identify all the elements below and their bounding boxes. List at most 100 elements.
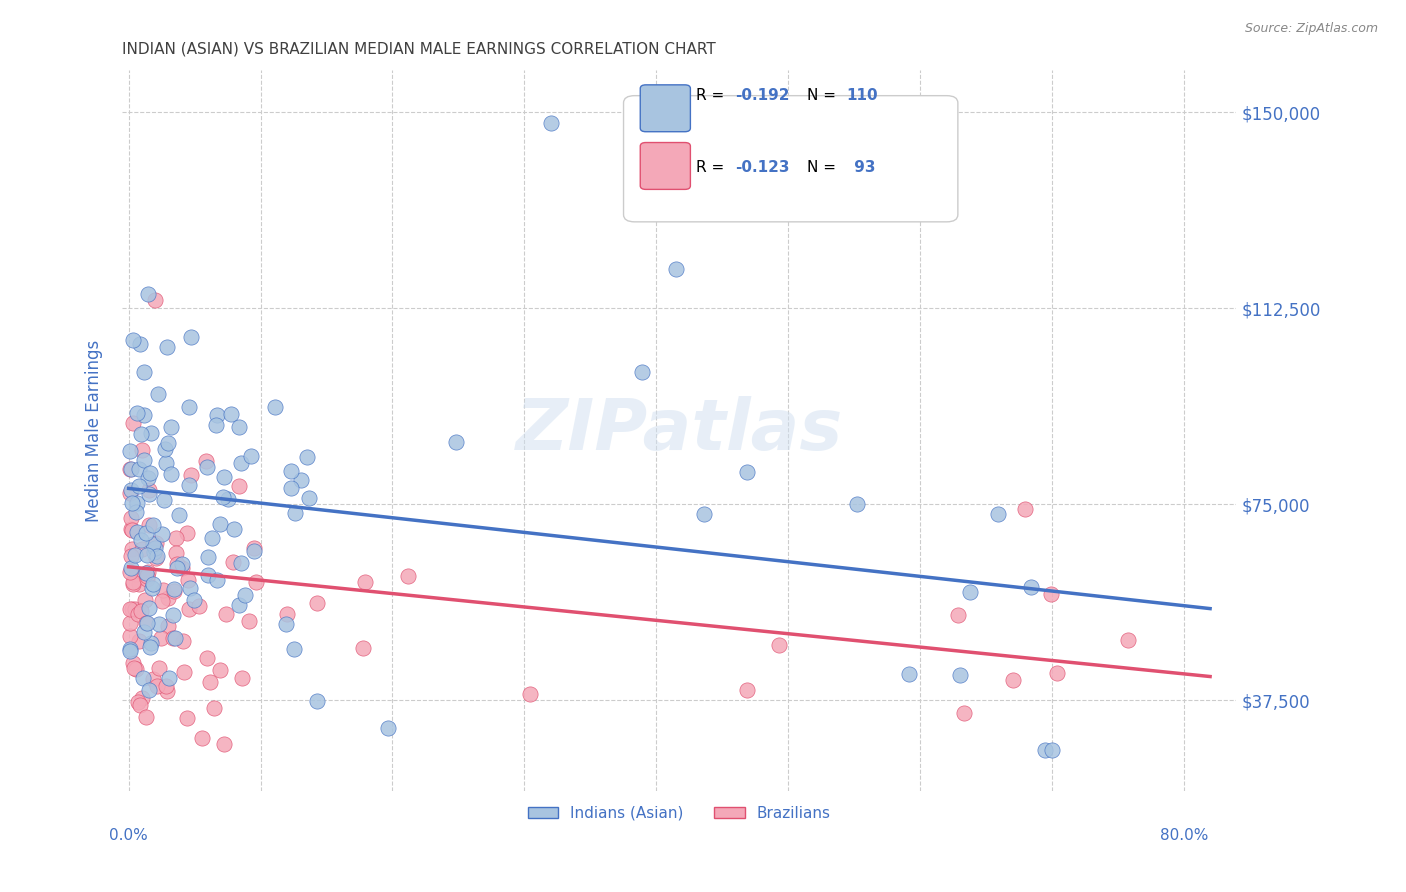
Point	[136, 569, 159, 583]
Point	[155, 341, 177, 355]
Point	[987, 507, 1010, 521]
Point	[305, 694, 328, 708]
Point	[172, 634, 194, 648]
Point	[141, 581, 163, 595]
Point	[134, 592, 156, 607]
Point	[1014, 502, 1036, 516]
Point	[188, 599, 211, 613]
Point	[217, 491, 239, 506]
Point	[155, 456, 177, 470]
Point	[138, 487, 160, 501]
Point	[298, 491, 321, 505]
Point	[264, 400, 287, 414]
Text: N =: N =	[807, 161, 841, 175]
Point	[290, 473, 312, 487]
Point	[125, 662, 148, 676]
Point	[145, 549, 167, 564]
Text: R =: R =	[696, 161, 730, 175]
Point	[540, 116, 562, 130]
Point	[214, 737, 236, 751]
Point	[1118, 633, 1140, 648]
Point	[150, 593, 173, 607]
Point	[239, 450, 262, 464]
Text: -0.192: -0.192	[735, 88, 790, 103]
Point	[228, 479, 250, 493]
Point	[124, 548, 146, 562]
Point	[195, 459, 218, 474]
FancyBboxPatch shape	[623, 95, 957, 222]
Point	[148, 661, 170, 675]
Point	[665, 262, 688, 277]
Point	[205, 574, 228, 588]
Point	[136, 572, 159, 586]
Point	[959, 585, 981, 599]
Point	[305, 596, 328, 610]
Point	[231, 671, 253, 685]
Point	[128, 577, 150, 591]
Point	[163, 583, 186, 598]
Point	[768, 638, 790, 652]
Point	[132, 671, 155, 685]
FancyBboxPatch shape	[640, 143, 690, 189]
Point	[173, 665, 195, 680]
Point	[208, 516, 231, 531]
Point	[352, 640, 374, 655]
Point	[948, 607, 970, 622]
Point	[138, 471, 160, 485]
Text: INDIAN (ASIAN) VS BRAZILIAN MEDIAN MALE EARNINGS CORRELATION CHART: INDIAN (ASIAN) VS BRAZILIAN MEDIAN MALE …	[122, 42, 716, 57]
Point	[177, 400, 200, 414]
Point	[693, 507, 716, 521]
Point	[205, 409, 228, 423]
Text: -0.123: -0.123	[735, 161, 790, 175]
Point	[231, 456, 253, 470]
Point	[735, 465, 758, 479]
Point	[135, 616, 157, 631]
Text: 80.0%: 80.0%	[1160, 828, 1208, 843]
Point	[118, 485, 141, 500]
Point	[125, 567, 148, 582]
Point	[129, 427, 152, 442]
Point	[131, 690, 153, 705]
Point	[121, 602, 143, 616]
Point	[446, 434, 468, 449]
Point	[1040, 587, 1063, 601]
Point	[143, 293, 166, 308]
Point	[280, 481, 302, 495]
Point	[280, 464, 302, 478]
Point	[233, 588, 256, 602]
Point	[128, 337, 150, 351]
Point	[148, 387, 170, 401]
Point	[146, 679, 169, 693]
Point	[180, 468, 202, 483]
Point	[122, 417, 145, 431]
Point	[283, 641, 305, 656]
Point	[179, 582, 201, 596]
Point	[274, 616, 297, 631]
Point	[631, 365, 654, 379]
Point	[195, 454, 218, 468]
Point	[211, 491, 233, 505]
Point	[132, 409, 155, 423]
Point	[148, 616, 170, 631]
Point	[127, 496, 149, 510]
Point	[219, 407, 242, 421]
Point	[120, 511, 142, 525]
Point	[157, 591, 180, 605]
Point	[172, 560, 194, 574]
Point	[214, 470, 236, 484]
Point	[136, 286, 159, 301]
Text: R =: R =	[696, 88, 730, 103]
FancyBboxPatch shape	[640, 85, 690, 132]
Point	[139, 426, 162, 441]
Point	[167, 508, 190, 523]
Point	[138, 683, 160, 698]
Point	[160, 420, 183, 434]
Point	[135, 709, 157, 723]
Point	[897, 667, 920, 681]
Point	[215, 607, 238, 622]
Point	[124, 601, 146, 615]
Point	[135, 525, 157, 540]
Point	[143, 541, 166, 555]
Point	[157, 619, 180, 633]
Point	[120, 483, 142, 497]
